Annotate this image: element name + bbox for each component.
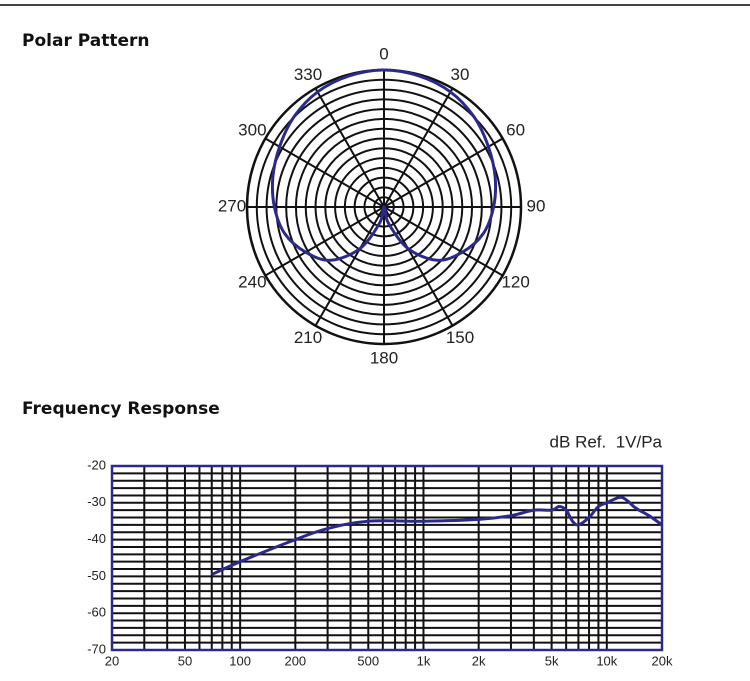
y-tick-label: -60 (87, 605, 106, 620)
angle-label: 90 (527, 196, 546, 215)
spoke (314, 206, 385, 327)
angle-label: 300 (238, 120, 266, 139)
plot-frame (110, 464, 664, 652)
x-tick-label: 5k (545, 653, 559, 668)
angle-label: 240 (238, 272, 266, 291)
spoke (383, 137, 504, 208)
angle-label: 210 (294, 328, 322, 347)
section-title: Frequency Response (22, 399, 220, 419)
section-title: Polar Pattern (22, 31, 149, 51)
x-tick-label: 1k (417, 653, 431, 668)
angle-label: 180 (370, 348, 398, 367)
spoke (383, 87, 454, 208)
spoke (264, 206, 385, 277)
angle-label: 330 (294, 65, 322, 84)
x-tick-label: 20 (105, 653, 119, 668)
y-tick-label: -50 (87, 568, 106, 583)
angle-label: 30 (451, 65, 470, 84)
spoke (383, 206, 504, 277)
annotation: dB Ref. 1V/Pa (550, 432, 663, 451)
x-tick-label: 10k (596, 653, 617, 668)
spoke (264, 137, 385, 208)
x-tick-label: 500 (357, 653, 379, 668)
spoke (383, 206, 454, 327)
x-tick-label: 100 (229, 653, 251, 668)
y-tick-label: -20 (87, 457, 106, 472)
spoke (314, 87, 385, 208)
angle-label: 0 (379, 44, 388, 63)
y-tick-label: -40 (87, 531, 106, 546)
y-tick-label: -30 (87, 494, 106, 509)
angle-label: 120 (501, 272, 529, 291)
y-tick-label: -70 (87, 641, 106, 656)
x-tick-label: 2k (472, 653, 486, 668)
response-curve (211, 495, 663, 576)
angle-label: 270 (218, 196, 246, 215)
x-tick-label: 50 (178, 653, 192, 668)
polar-curve (270, 68, 498, 262)
x-tick-label: 20k (652, 653, 673, 668)
angle-label: 60 (506, 120, 525, 139)
x-tick-label: 200 (284, 653, 306, 668)
angle-label: 150 (446, 328, 474, 347)
